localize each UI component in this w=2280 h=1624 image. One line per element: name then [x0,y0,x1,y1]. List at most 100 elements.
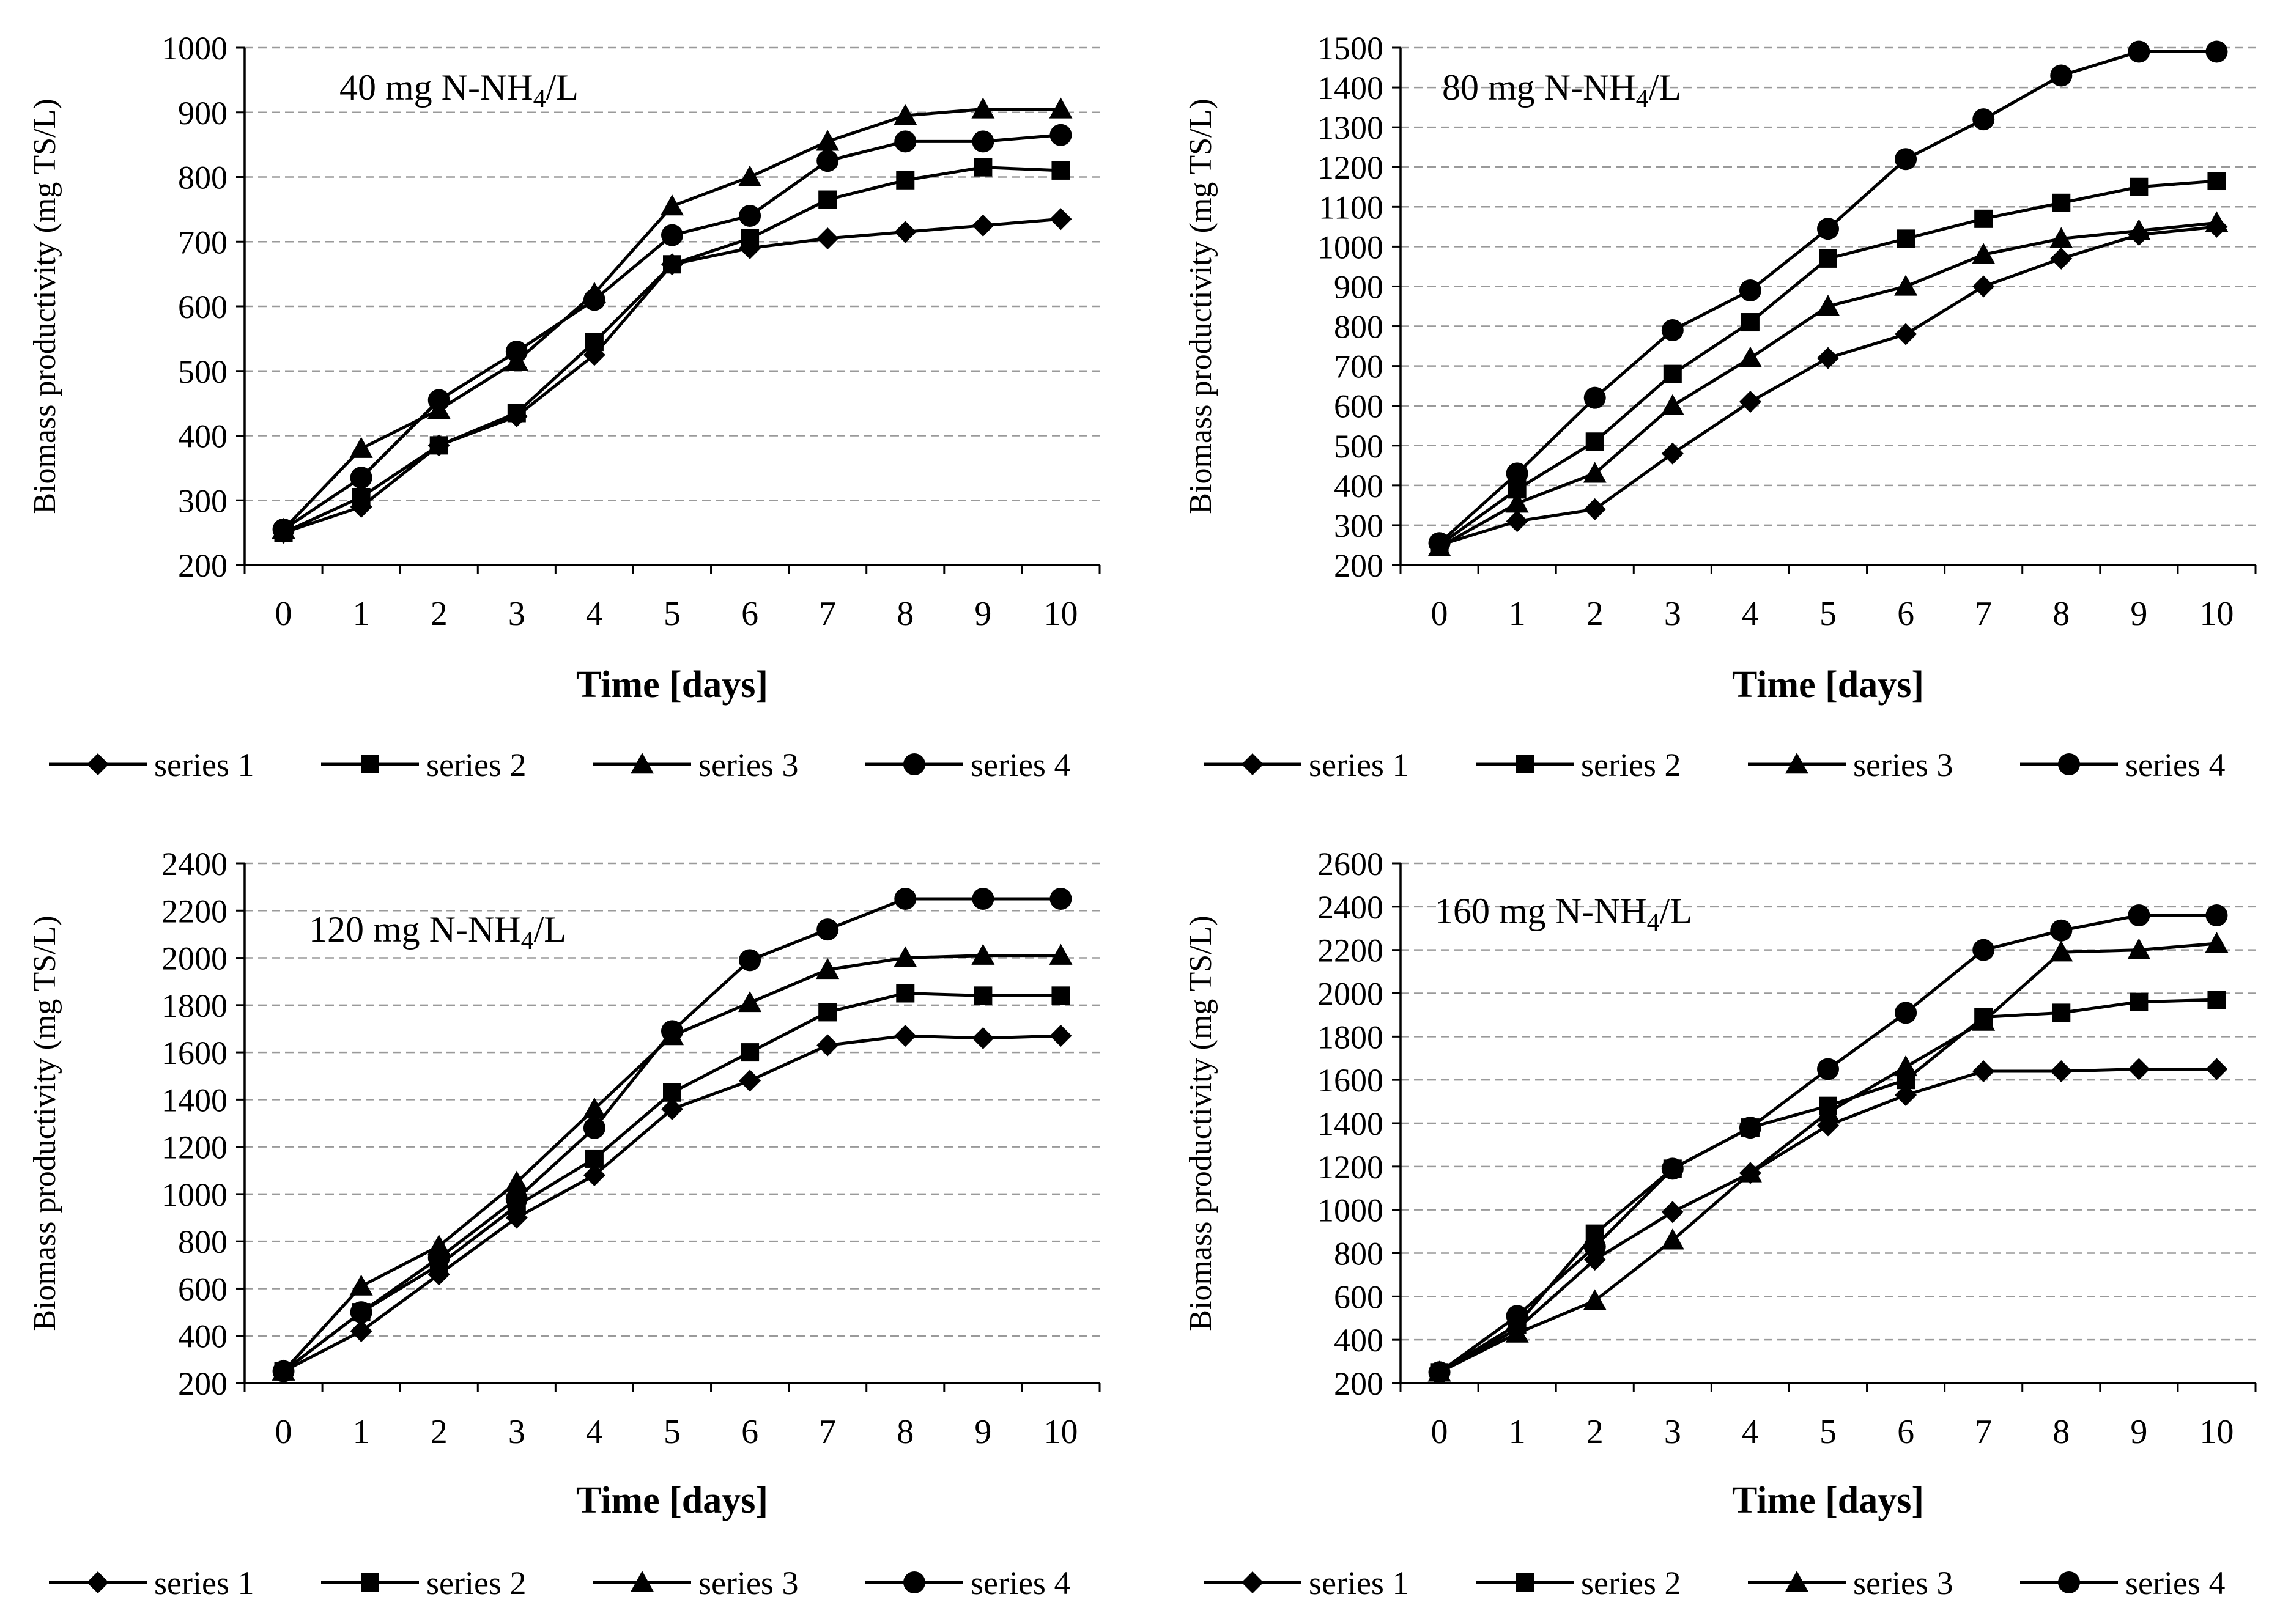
data-point [2128,904,2150,926]
series-line [1438,914,2217,1374]
panel-title: 160 mg N-NH4/L [1435,891,1692,937]
data-point [1817,347,1839,369]
y-tick-label: 1000 [1317,229,1383,265]
legend-marker [1785,753,1808,774]
y-tick-label: 300 [178,482,228,519]
data-point [972,130,994,153]
data-point [507,404,526,423]
legend-label: series 2 [426,747,526,783]
x-tick-label: 6 [1897,595,1914,633]
y-tick-label: 1200 [161,1129,228,1166]
x-tick-label: 5 [1819,595,1837,633]
data-point [816,958,840,980]
data-point [583,289,605,311]
data-point [2050,1060,2073,1082]
x-tick-label: 7 [819,1413,836,1451]
series-2 [1430,172,2226,555]
data-point [2128,40,2150,63]
x-tick-label: 0 [1431,595,1448,633]
legend-marker [631,1571,654,1592]
data-point [350,467,372,489]
data-point [1739,1116,1761,1139]
y-tick-label: 400 [1334,468,1383,504]
data-point [972,1027,994,1049]
data-point [896,171,915,190]
data-point [894,946,917,967]
legend-marker [1516,1573,1534,1592]
legend-label: series 4 [971,1565,1070,1601]
x-tick-label: 4 [586,1413,603,1451]
y-tick-label: 800 [178,1224,228,1260]
data-point [272,518,295,541]
legend: series 1 series 2 series 3 series 4 [1204,1565,2225,1601]
data-point [818,1003,837,1022]
data-point [894,130,917,153]
x-tick-label: 1 [1509,595,1526,633]
data-point [1049,208,1072,231]
legend-label: series 2 [1581,747,1681,783]
series-3 [1427,211,2229,556]
legend-label: series 2 [426,1565,526,1601]
series-3 [1427,932,2229,1382]
data-point [2205,40,2228,63]
y-tick-label: 1600 [161,1035,228,1071]
data-point [663,255,681,274]
y-tick-label: 600 [1334,1279,1383,1315]
y-tick-label: 1400 [1317,1105,1383,1142]
data-point [894,221,917,243]
data-point [972,214,994,237]
y-tick-label: 2200 [161,893,228,929]
legend-marker [1242,753,1264,775]
x-tick-label: 0 [275,1413,292,1451]
data-point [816,130,840,151]
series-4 [272,124,1072,541]
data-point [1739,279,1761,301]
legend-label: series 1 [154,747,254,783]
data-point [1894,275,1918,296]
x-tick-label: 7 [1975,595,1992,633]
data-point [352,487,371,506]
y-tick-label: 2200 [1317,932,1383,969]
data-point [1738,346,1762,367]
data-point [661,194,684,216]
data-point [1051,161,1070,180]
legend-label: series 1 [154,1565,254,1601]
legend-marker [87,753,109,775]
data-point [583,1164,605,1186]
data-point [818,190,837,209]
data-point [1819,249,1837,268]
y-tick-label: 1200 [1317,1149,1383,1186]
x-axis-title: Time [days] [1732,664,1924,706]
data-point [816,918,839,941]
panel-title-text: 40 mg N-NH [339,67,533,108]
data-point [272,1360,295,1382]
legend-marker [903,1571,925,1593]
legend-marker [1785,1571,1808,1592]
y-tick-label: 200 [178,1365,228,1402]
data-point [1816,295,1840,316]
data-point [1895,148,1917,171]
data-point [2207,172,2226,191]
y-tick-label: 800 [1334,1236,1383,1272]
chart-panel-2: 2003004005006007008009001000110012001300… [1183,30,2257,783]
data-point [663,1083,681,1102]
data-point [585,333,604,352]
data-point [1585,432,1604,451]
data-point [739,1069,761,1092]
data-point [1660,394,1684,415]
legend-label: series 4 [971,747,1070,783]
data-point [971,97,995,119]
y-axis-title: Biomass productivity (mg TS/L) [1183,915,1218,1331]
x-axis-title: Time [days] [576,1480,768,1521]
data-point [2049,227,2073,248]
data-point [428,1247,450,1269]
data-point [1897,229,1915,248]
x-tick-label: 10 [1043,595,1078,633]
x-tick-label: 1 [353,1413,370,1451]
panel-title-text: 80 mg N-NH [1442,67,1636,108]
data-point [2127,219,2151,240]
y-tick-label: 400 [1334,1322,1383,1359]
data-point [1049,97,1073,119]
data-point [1972,243,1996,264]
x-tick-label: 5 [1819,1413,1837,1451]
